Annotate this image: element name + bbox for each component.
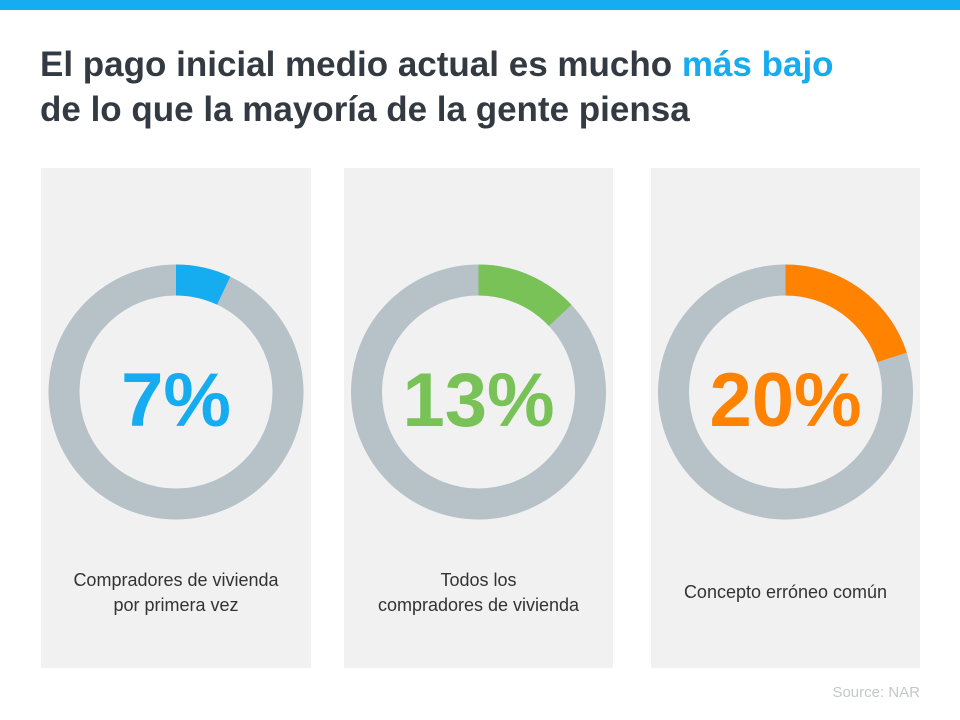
donut-panel-misconception: 20% Concepto erróneo común [651,168,920,668]
caption-line: Compradores de vivienda [73,570,279,590]
donut-chart [351,264,606,520]
donut-segment [478,264,572,327]
donut-chart [48,264,304,520]
donut-value-label: 13% [402,358,555,443]
donut-panel-first-time-buyers: 7% Compradores de vivienda por primera v… [41,168,311,668]
donut-segment [785,264,907,363]
donut-segment [175,264,231,305]
donut-caption: Concepto erróneo común [651,580,920,605]
caption-line: Concepto erróneo común [683,582,888,602]
donut-value-label: 20% [709,358,862,443]
donut-value-label: 7% [121,358,231,443]
donut-panel-all-buyers: 13% Todos los compradores de vivienda [344,168,613,668]
top-accent-bar [0,0,960,10]
donut-chart [658,264,913,520]
page-title: El pago inicial medio actual es mucho má… [40,42,834,132]
source-note: Source: NAR [832,684,920,701]
donut-caption: Compradores de vivienda por primera vez [41,568,311,618]
caption-line: compradores de vivienda [377,595,580,615]
title-highlight: más bajo [681,45,834,84]
caption-line: Todos los [440,570,517,590]
title-part1: El pago inicial medio actual es mucho [40,45,682,84]
donut-caption: Todos los compradores de vivienda [344,568,613,618]
caption-line: por primera vez [113,595,239,615]
title-part2: de lo que la mayoría de la gente piensa [40,90,690,129]
